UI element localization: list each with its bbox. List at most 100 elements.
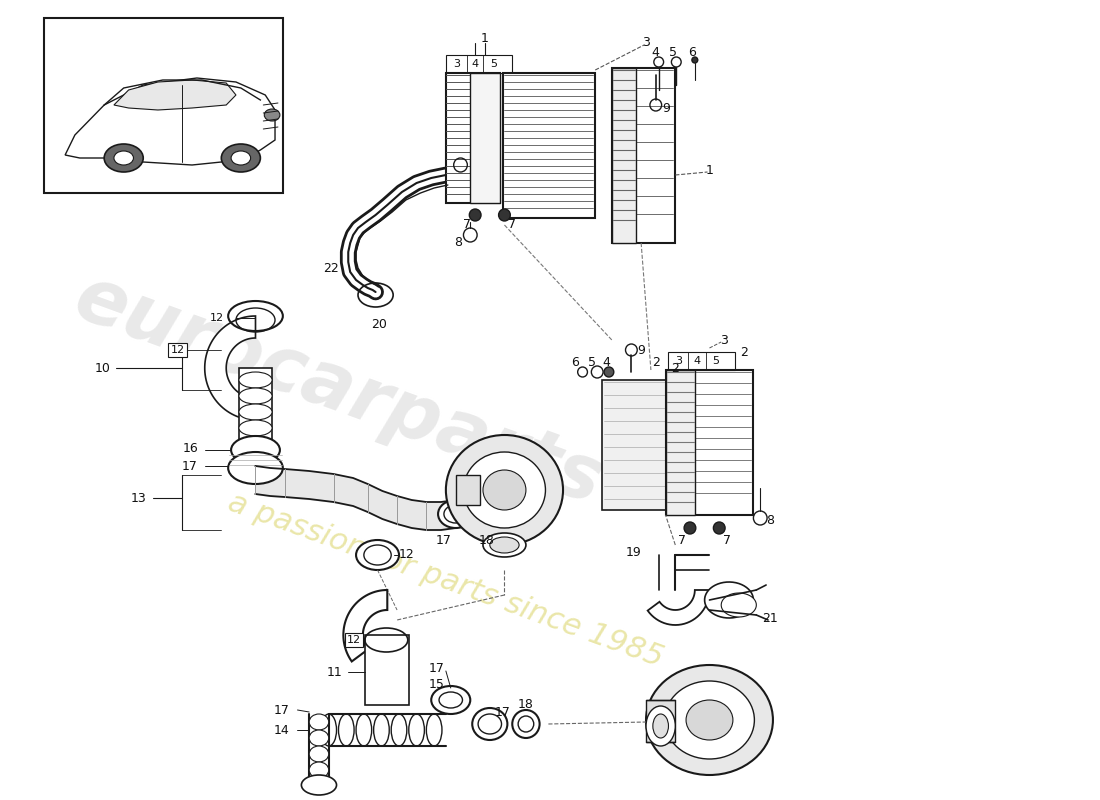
Ellipse shape: [653, 714, 669, 738]
Ellipse shape: [446, 435, 563, 545]
Ellipse shape: [646, 665, 773, 775]
Bar: [666, 370, 695, 515]
Text: 21: 21: [762, 611, 778, 625]
Text: 1: 1: [481, 31, 488, 45]
Ellipse shape: [309, 714, 329, 730]
Bar: [455, 475, 480, 505]
Text: 7: 7: [723, 534, 732, 546]
Text: 11: 11: [327, 666, 342, 678]
Text: 17: 17: [183, 459, 198, 473]
Ellipse shape: [438, 500, 473, 528]
Ellipse shape: [356, 714, 372, 746]
Bar: [446, 55, 513, 73]
Ellipse shape: [114, 151, 133, 165]
Ellipse shape: [684, 522, 696, 534]
Text: 7: 7: [508, 218, 516, 231]
Text: 12: 12: [346, 635, 361, 645]
Polygon shape: [343, 590, 387, 662]
Ellipse shape: [498, 209, 510, 221]
Bar: [612, 68, 636, 243]
Ellipse shape: [364, 545, 392, 565]
Ellipse shape: [714, 522, 725, 534]
Text: 12: 12: [209, 313, 223, 323]
Polygon shape: [648, 590, 710, 625]
Text: 18: 18: [518, 698, 534, 710]
Ellipse shape: [475, 508, 491, 524]
Ellipse shape: [356, 540, 399, 570]
Ellipse shape: [483, 533, 526, 557]
Text: 3: 3: [720, 334, 728, 346]
Text: 19: 19: [626, 546, 641, 558]
Ellipse shape: [463, 452, 546, 528]
Ellipse shape: [664, 681, 755, 759]
Ellipse shape: [239, 372, 272, 388]
Bar: [666, 370, 754, 515]
Bar: [44, 18, 283, 193]
Text: 6: 6: [688, 46, 696, 58]
Ellipse shape: [513, 710, 540, 738]
Text: 2: 2: [652, 355, 660, 369]
Ellipse shape: [231, 436, 279, 464]
Ellipse shape: [309, 730, 329, 746]
Ellipse shape: [321, 714, 337, 746]
Text: 20: 20: [372, 318, 387, 331]
Ellipse shape: [239, 420, 272, 436]
Ellipse shape: [104, 144, 143, 172]
Ellipse shape: [431, 686, 471, 714]
Bar: [239, 368, 272, 458]
Text: 12: 12: [399, 549, 415, 562]
Text: 4: 4: [693, 356, 701, 366]
Ellipse shape: [483, 470, 526, 510]
Text: 14: 14: [274, 723, 289, 737]
Polygon shape: [722, 593, 757, 617]
Ellipse shape: [444, 505, 468, 523]
Text: 4: 4: [472, 59, 478, 69]
Ellipse shape: [646, 706, 675, 746]
Text: 9: 9: [637, 343, 645, 357]
Text: 8: 8: [454, 235, 463, 249]
Polygon shape: [114, 80, 236, 110]
Ellipse shape: [339, 714, 354, 746]
Text: 6: 6: [571, 355, 579, 369]
Ellipse shape: [239, 436, 272, 452]
Text: 8: 8: [766, 514, 774, 526]
Text: eurocarparts: eurocarparts: [65, 260, 613, 520]
Ellipse shape: [490, 537, 519, 553]
Bar: [669, 352, 735, 370]
Ellipse shape: [221, 144, 261, 172]
Ellipse shape: [392, 714, 407, 746]
Text: 3: 3: [642, 35, 650, 49]
Ellipse shape: [301, 775, 337, 795]
Text: 2: 2: [739, 346, 748, 358]
Text: 13: 13: [131, 491, 146, 505]
Ellipse shape: [239, 404, 272, 420]
Polygon shape: [705, 582, 754, 618]
Text: 3: 3: [674, 356, 682, 366]
Ellipse shape: [239, 388, 272, 404]
Text: 7: 7: [463, 218, 472, 231]
Bar: [446, 73, 499, 203]
Text: 4: 4: [602, 355, 609, 369]
Text: a passion for parts since 1985: a passion for parts since 1985: [224, 487, 668, 673]
Text: 17: 17: [495, 706, 510, 718]
Text: 5: 5: [491, 59, 497, 69]
Ellipse shape: [470, 502, 496, 530]
Ellipse shape: [692, 57, 697, 63]
Text: 16: 16: [183, 442, 198, 454]
Text: 17: 17: [436, 534, 452, 546]
Polygon shape: [205, 316, 255, 420]
Ellipse shape: [686, 700, 733, 740]
Bar: [612, 68, 675, 243]
Ellipse shape: [228, 452, 283, 484]
Text: 9: 9: [662, 102, 671, 114]
Polygon shape: [65, 78, 275, 165]
Text: 2: 2: [671, 362, 679, 374]
Bar: [365, 635, 409, 705]
Ellipse shape: [604, 367, 614, 377]
Bar: [646, 700, 675, 742]
Text: 5: 5: [588, 355, 596, 369]
Text: 10: 10: [95, 362, 110, 374]
Text: 12: 12: [170, 345, 185, 355]
Bar: [471, 73, 499, 203]
Bar: [503, 73, 595, 218]
